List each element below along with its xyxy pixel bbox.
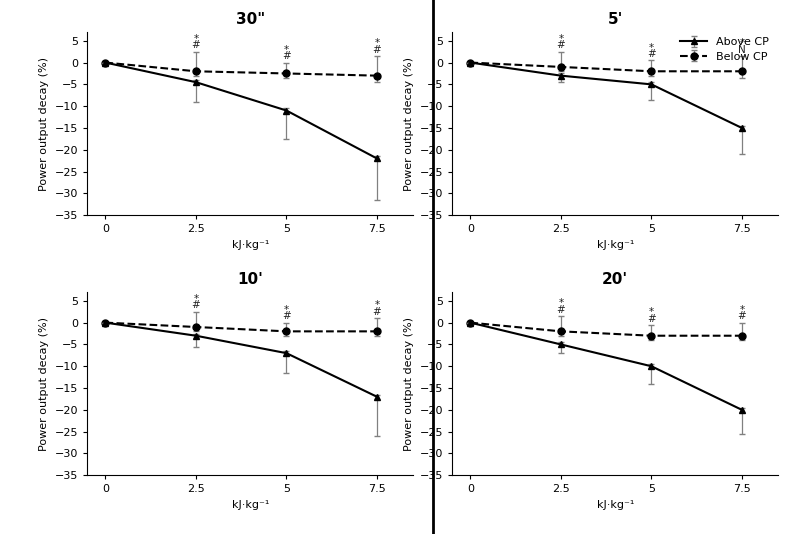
Text: *: * (375, 301, 380, 310)
Text: #: # (557, 305, 565, 315)
Text: *: * (739, 38, 745, 48)
X-axis label: kJ·kg⁻¹: kJ·kg⁻¹ (596, 500, 634, 510)
Text: #: # (647, 49, 656, 59)
Legend: Above CP, Below CP: Above CP, Below CP (676, 34, 773, 65)
Text: *: * (194, 34, 198, 44)
Text: #: # (282, 51, 291, 61)
Text: *: * (194, 294, 198, 304)
Text: #: # (372, 45, 381, 54)
X-axis label: kJ·kg⁻¹: kJ·kg⁻¹ (232, 500, 269, 510)
Text: *: * (558, 299, 564, 308)
Text: *: * (649, 307, 654, 317)
Text: *: * (558, 34, 564, 44)
Title: 5': 5' (607, 12, 622, 27)
X-axis label: kJ·kg⁻¹: kJ·kg⁻¹ (232, 240, 269, 250)
Y-axis label: Power output decay (%): Power output decay (%) (404, 317, 414, 451)
Text: #: # (647, 313, 656, 324)
Text: #: # (738, 311, 746, 321)
Text: #: # (372, 307, 381, 317)
Text: *: * (375, 38, 380, 48)
Title: 10': 10' (237, 272, 263, 287)
Y-axis label: Power output decay (%): Power output decay (%) (39, 57, 49, 191)
Text: #: # (191, 41, 200, 50)
Text: *: * (284, 305, 289, 315)
Title: 20': 20' (602, 272, 628, 287)
Text: *: * (284, 45, 289, 54)
Y-axis label: Power output decay (%): Power output decay (%) (404, 57, 414, 191)
Text: *: * (739, 305, 745, 315)
Text: #: # (557, 41, 565, 50)
Text: N: N (738, 45, 746, 54)
Y-axis label: Power output decay (%): Power output decay (%) (39, 317, 49, 451)
Text: #: # (191, 301, 200, 310)
Text: *: * (649, 43, 654, 52)
X-axis label: kJ·kg⁻¹: kJ·kg⁻¹ (596, 240, 634, 250)
Title: 30": 30" (236, 12, 265, 27)
Text: #: # (282, 311, 291, 321)
